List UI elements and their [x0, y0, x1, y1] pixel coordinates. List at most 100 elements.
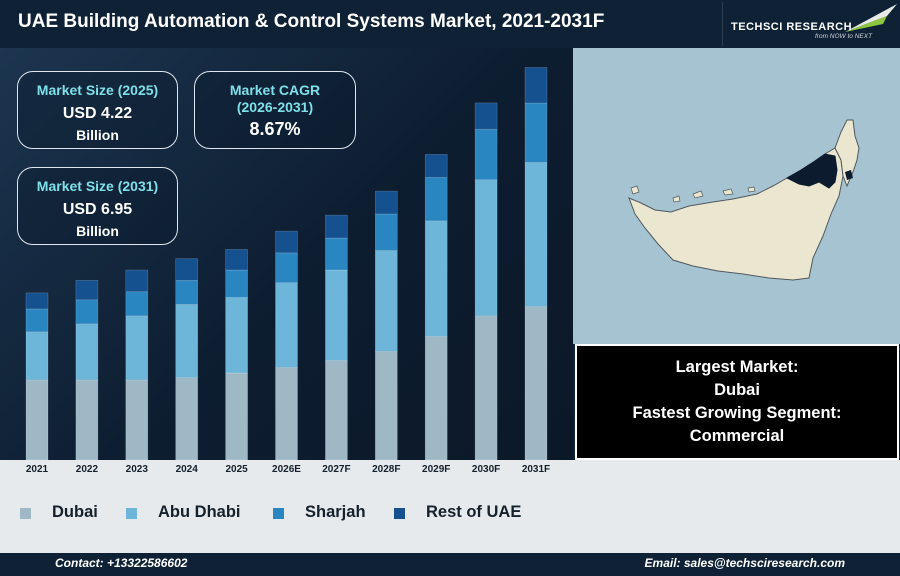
bar-segment-abu-dhabi-2030F	[474, 179, 498, 317]
bar-segment-dubai-2026E	[275, 366, 298, 460]
east-coast-enclave	[845, 170, 853, 180]
bar-segment-rest-of-uae-2026E	[275, 230, 298, 254]
bar-segment-abu-dhabi-2028F	[374, 250, 398, 352]
bar-segment-dubai-2024	[175, 377, 198, 460]
bar-segment-dubai-2025	[225, 372, 248, 460]
x-axis: 2021 2022 2023 2024 2025 2026E 2027F 2028F 2029F…	[26, 464, 550, 475]
legend-label: Dubai	[52, 503, 98, 521]
dubai-region	[785, 153, 838, 189]
bar-segment-rest-of-uae-2024	[175, 258, 198, 281]
bar-segment-rest-of-uae-2027F	[325, 214, 348, 239]
bar-segment-rest-of-uae-2030F	[474, 102, 498, 130]
page-title: UAE Building Automation & Control System…	[18, 11, 605, 32]
bar-segment-rest-of-uae-2025	[225, 249, 248, 271]
bar-segment-sharjah-2029F	[424, 177, 448, 222]
kpi-value: USD 6.95	[62, 201, 133, 218]
x-tick-label-2030F: 2030F	[472, 464, 500, 475]
kpi-label: Market CAGR	[229, 82, 321, 98]
x-tick-label-2025: 2025	[225, 464, 248, 475]
island-3	[722, 188, 734, 196]
bar-segment-sharjah-2027F	[325, 237, 348, 271]
bar-segment-rest-of-uae-2029F	[424, 154, 448, 178]
bar-segment-abu-dhabi-2021	[25, 331, 49, 381]
bar-segment-dubai-2031F	[524, 306, 548, 460]
highlights-box: Largest Market: Dubai Fastest Growing Se…	[575, 344, 899, 460]
footer-bar: Contact: +13322586602 Email: sales@techs…	[0, 553, 900, 576]
bar-segment-abu-dhabi-2025	[225, 297, 248, 374]
bar-segment-sharjah-2025	[225, 269, 248, 298]
kpi-value: USD 4.22	[62, 105, 133, 122]
x-tick-label-2023: 2023	[126, 464, 149, 475]
bar-segment-sharjah-2024	[175, 280, 198, 305]
bar-segment-abu-dhabi-2022	[75, 323, 99, 381]
kpi-label: Market Size (2025)	[36, 82, 159, 98]
uae-map-panel	[573, 48, 900, 344]
legend-swatch	[20, 508, 31, 519]
legend-label: Sharjah	[305, 503, 366, 521]
logo-swoosh-icon	[845, 4, 897, 32]
bar-segment-rest-of-uae-2023	[125, 269, 149, 293]
techsci-logo: TECHSCI RESEARCH from NOW to NEXT	[722, 2, 898, 46]
fastest-segment-label: Fastest Growing Segment:	[632, 404, 842, 422]
kpi-unit: Billion	[76, 223, 119, 239]
legend-label: Abu Dhabi	[158, 503, 241, 521]
bar-segment-sharjah-2028F	[374, 213, 398, 251]
largest-market-value: Dubai	[714, 381, 760, 399]
x-tick-label-2029F: 2029F	[422, 464, 450, 475]
x-tick-label-2024: 2024	[176, 464, 199, 475]
bar-segment-abu-dhabi-2026E	[275, 282, 298, 368]
kpi-market-cagr: Market CAGR (2026-2031) 8.67%	[194, 71, 356, 149]
bar-segment-abu-dhabi-2031F	[524, 162, 548, 307]
legend-swatch	[126, 508, 137, 519]
contact-email: Email: sales@techsciresearch.com	[644, 556, 845, 570]
header-bar: UAE Building Automation & Control System…	[0, 0, 900, 48]
bar-segment-abu-dhabi-2027F	[325, 269, 348, 361]
bar-segment-sharjah-2021	[25, 308, 49, 333]
island-4	[672, 195, 681, 203]
bar-segment-abu-dhabi-2024	[175, 304, 198, 378]
island-2	[692, 190, 704, 199]
bar-segment-sharjah-2023	[125, 291, 149, 317]
bar-segment-sharjah-2026E	[275, 252, 298, 283]
logo-tagline: from NOW to NEXT	[815, 33, 873, 40]
kpi-label-period: (2026-2031)	[236, 99, 314, 115]
oman-musandam-shape	[834, 119, 860, 188]
chart-panel: Market Size (2025) USD 4.22 Billion Mark…	[0, 48, 573, 460]
largest-market-label: Largest Market:	[675, 358, 799, 376]
island-1	[630, 185, 640, 195]
bar-segment-abu-dhabi-2023	[125, 315, 149, 381]
legend-label: Rest of UAE	[426, 503, 522, 521]
chart-legend: Dubai Abu Dhabi Sharjah Rest of UAE	[0, 460, 900, 553]
bar-segment-sharjah-2030F	[474, 129, 498, 181]
x-tick-label-2027F: 2027F	[322, 464, 350, 475]
legend-swatch	[273, 508, 284, 519]
uae-map	[628, 119, 860, 281]
bar-segment-dubai-2030F	[474, 315, 498, 460]
bar-segment-dubai-2028F	[374, 350, 398, 460]
contact-phone: Contact: +13322586602	[55, 556, 188, 570]
legend-swatch	[394, 508, 405, 519]
bar-segment-rest-of-uae-2028F	[374, 190, 398, 215]
kpi-label: Market Size (2031)	[36, 178, 159, 194]
stacked-bar-chart	[25, 67, 548, 460]
bar-segment-abu-dhabi-2029F	[424, 220, 448, 337]
bar-segment-dubai-2027F	[325, 360, 348, 460]
logo-text: TECHSCI RESEARCH	[731, 21, 853, 33]
fastest-segment-value: Commercial	[689, 427, 785, 445]
kpi-market-size-2031: Market Size (2031) USD 6.95 Billion	[17, 167, 178, 245]
bar-segment-dubai-2029F	[424, 336, 448, 460]
kpi-value: 8.67%	[249, 119, 301, 139]
x-tick-label-2026E: 2026E	[272, 464, 301, 475]
bar-segment-sharjah-2022	[75, 299, 99, 325]
x-tick-label-2022: 2022	[76, 464, 99, 475]
x-tick-label-2021: 2021	[26, 464, 49, 475]
kpi-unit: Billion	[76, 127, 119, 143]
bar-segment-sharjah-2031F	[524, 102, 548, 163]
island-5	[747, 186, 756, 193]
x-tick-label-2028F: 2028F	[372, 464, 400, 475]
bar-segment-rest-of-uae-2022	[75, 280, 99, 301]
bar-segment-rest-of-uae-2021	[25, 292, 49, 310]
x-tick-label-2031F: 2031F	[522, 464, 550, 475]
bar-segment-dubai-2021	[25, 379, 49, 460]
bar-segment-dubai-2022	[75, 379, 99, 460]
